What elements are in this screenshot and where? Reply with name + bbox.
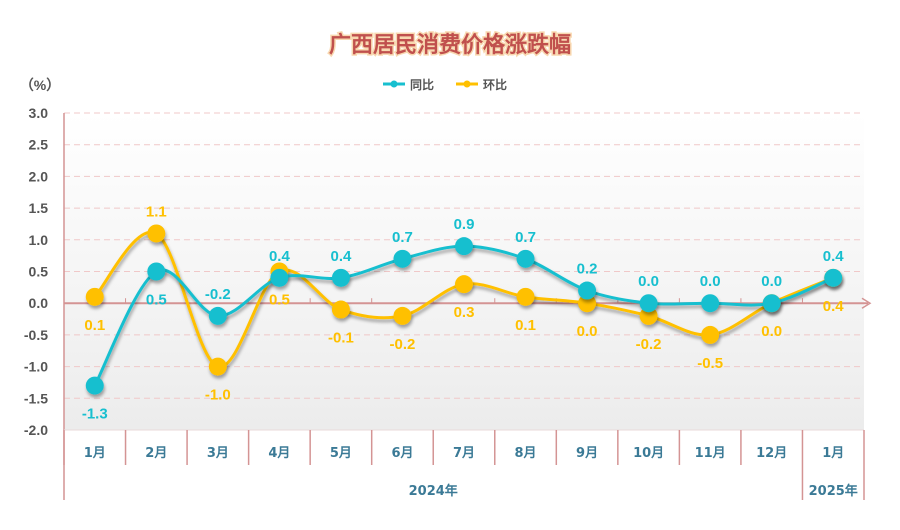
data-point[interactable] bbox=[85, 287, 104, 306]
data-point[interactable] bbox=[516, 287, 535, 306]
data-label: 0.0 bbox=[761, 323, 782, 340]
data-point[interactable] bbox=[270, 268, 289, 287]
y-tick-label: 2.0 bbox=[29, 168, 49, 184]
data-label: -0.2 bbox=[636, 336, 662, 353]
data-label: 0.0 bbox=[761, 273, 782, 290]
data-label: 0.9 bbox=[454, 216, 475, 233]
data-label: 0.5 bbox=[269, 292, 290, 309]
data-point[interactable] bbox=[824, 268, 843, 287]
data-point[interactable] bbox=[147, 262, 166, 281]
data-point[interactable] bbox=[331, 268, 350, 287]
x-tick-label: 7月 bbox=[453, 446, 475, 461]
y-tick-label: -1.0 bbox=[24, 359, 48, 375]
data-label: 0.2 bbox=[577, 261, 598, 278]
y-axis-label: （%） bbox=[20, 77, 60, 93]
x-tick-label: 4月 bbox=[268, 446, 290, 461]
x-tick-label: 1月 bbox=[822, 446, 844, 461]
data-label: 0.7 bbox=[392, 229, 413, 246]
legend-marker bbox=[463, 80, 471, 88]
y-tick-label: 1.0 bbox=[29, 232, 49, 248]
data-label: 0.7 bbox=[515, 229, 536, 246]
x-tick-label: 8月 bbox=[515, 446, 537, 461]
y-tick-label: 0.5 bbox=[29, 264, 49, 280]
y-tick-label: -0.5 bbox=[24, 327, 48, 343]
chart-title: 广西居民消费价格涨跌幅 bbox=[329, 32, 571, 58]
y-tick-label: 1.5 bbox=[29, 200, 49, 216]
data-point[interactable] bbox=[208, 306, 227, 325]
data-point[interactable] bbox=[639, 306, 658, 325]
data-point[interactable] bbox=[578, 294, 597, 313]
data-point[interactable] bbox=[701, 294, 720, 313]
data-label: -0.5 bbox=[697, 355, 723, 372]
x-tick-label: 2月 bbox=[145, 446, 167, 461]
x-tick-label: 9月 bbox=[576, 446, 598, 461]
data-point[interactable] bbox=[208, 357, 227, 376]
data-label: 0.1 bbox=[84, 317, 105, 334]
year-label: 2025年 bbox=[809, 483, 858, 499]
data-label: 0.0 bbox=[638, 273, 659, 290]
legend-label[interactable]: 同比 bbox=[410, 77, 434, 92]
data-label: -0.1 bbox=[328, 330, 354, 347]
legend-label[interactable]: 环比 bbox=[483, 77, 507, 92]
data-point[interactable] bbox=[762, 294, 781, 313]
x-tick-label: 5月 bbox=[330, 446, 352, 461]
data-label: -0.2 bbox=[390, 336, 416, 353]
data-point[interactable] bbox=[393, 306, 412, 325]
data-label: -1.3 bbox=[82, 406, 108, 423]
x-tick-label: 6月 bbox=[391, 446, 413, 461]
x-tick-label: 10月 bbox=[633, 446, 664, 461]
x-tick-label: 3月 bbox=[207, 446, 229, 461]
data-point[interactable] bbox=[516, 249, 535, 268]
data-point[interactable] bbox=[639, 294, 658, 313]
year-label: 2024年 bbox=[409, 483, 458, 499]
data-point[interactable] bbox=[85, 376, 104, 395]
x-axis-arrow bbox=[861, 297, 872, 309]
data-label: 0.0 bbox=[577, 323, 598, 340]
y-tick-label: -1.5 bbox=[24, 390, 48, 406]
y-tick-label: 2.5 bbox=[29, 137, 49, 153]
y-tick-label: 3.0 bbox=[29, 105, 49, 121]
data-label: 1.1 bbox=[146, 203, 167, 220]
data-point[interactable] bbox=[393, 249, 412, 268]
data-label: 0.5 bbox=[146, 292, 167, 309]
y-tick-label: -2.0 bbox=[24, 422, 48, 438]
data-label: 0.4 bbox=[269, 248, 291, 265]
x-tick-label: 12月 bbox=[756, 446, 787, 461]
data-label: 0.3 bbox=[454, 304, 475, 321]
data-point[interactable] bbox=[455, 237, 473, 256]
data-label: 0.1 bbox=[515, 317, 536, 334]
data-point[interactable] bbox=[701, 325, 720, 344]
data-label: -0.2 bbox=[205, 286, 231, 303]
x-tick-label: 1月 bbox=[84, 446, 106, 461]
data-label: 0.0 bbox=[700, 273, 721, 290]
data-label: 0.4 bbox=[823, 248, 845, 265]
data-label: 0.4 bbox=[823, 298, 845, 315]
data-label: -1.0 bbox=[205, 387, 231, 404]
y-tick-label: 0.0 bbox=[29, 295, 49, 311]
legend-marker bbox=[390, 80, 398, 88]
data-point[interactable] bbox=[455, 275, 473, 294]
data-point[interactable] bbox=[331, 300, 350, 319]
x-tick-label: 11月 bbox=[695, 446, 726, 461]
data-point[interactable] bbox=[578, 281, 597, 300]
data-label: 0.4 bbox=[330, 248, 352, 265]
data-point[interactable] bbox=[147, 224, 166, 243]
